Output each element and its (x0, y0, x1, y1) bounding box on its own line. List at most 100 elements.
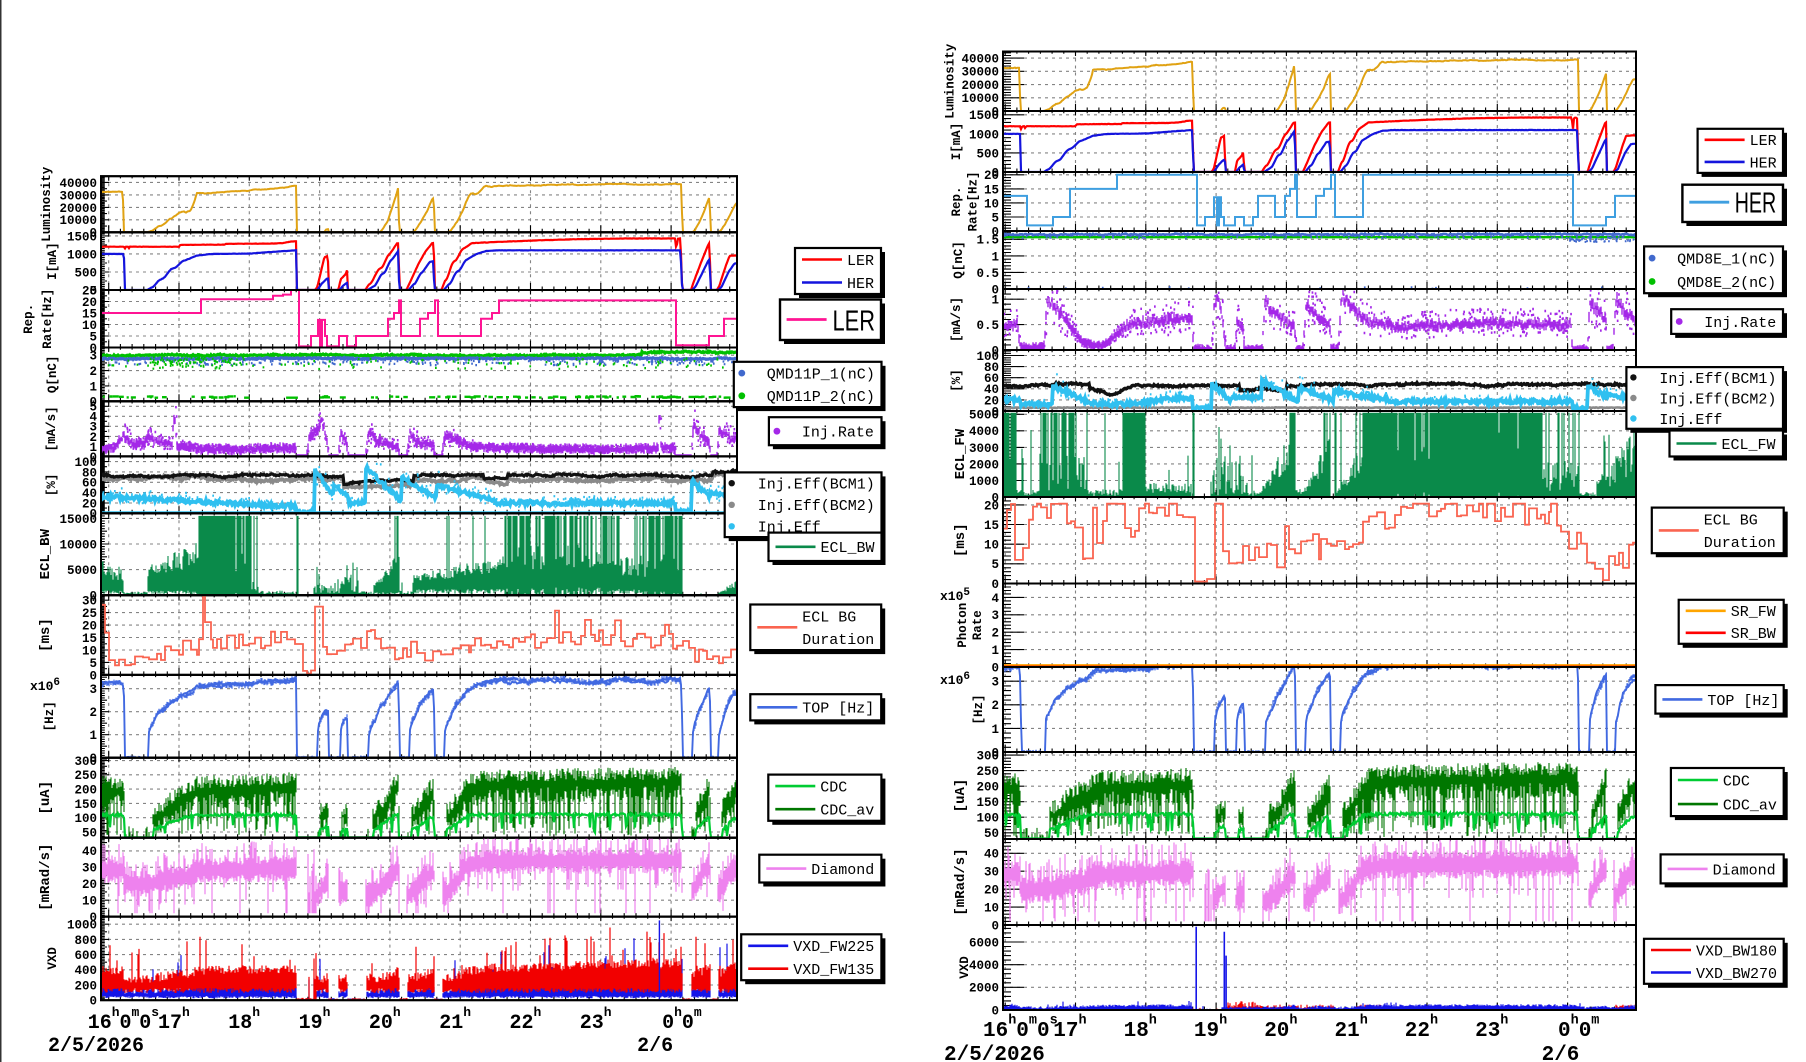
svg-text:60: 60 (82, 477, 97, 491)
svg-text:0: 0 (991, 166, 999, 180)
svg-text:20: 20 (82, 878, 97, 892)
svg-text:15: 15 (984, 519, 999, 533)
svg-text:80: 80 (82, 466, 97, 480)
svg-text:0: 0 (1558, 1020, 1571, 1043)
svg-text:0: 0 (1037, 1020, 1050, 1043)
svg-text:2: 2 (89, 365, 97, 379)
svg-text:5: 5 (991, 211, 999, 225)
svg-text:10: 10 (82, 319, 97, 333)
svg-text:2/6: 2/6 (1542, 1044, 1580, 1062)
svg-text:600: 600 (74, 949, 97, 963)
svg-text:20: 20 (82, 497, 97, 511)
svg-text:CDC: CDC (1723, 773, 1750, 790)
svg-text:60: 60 (984, 372, 999, 386)
svg-text:Duration: Duration (1704, 535, 1776, 552)
svg-text:HER: HER (847, 276, 874, 293)
svg-text:2/5/2026: 2/5/2026 (48, 1035, 144, 1058)
svg-text:0: 0 (1579, 1020, 1592, 1043)
svg-text:0: 0 (89, 396, 97, 410)
svg-text:23: 23 (1475, 1020, 1500, 1043)
svg-text:I[mA]: I[mA] (950, 123, 964, 161)
svg-text:30000: 30000 (59, 189, 97, 203)
svg-text:10000: 10000 (961, 92, 999, 106)
svg-text:m: m (1591, 1013, 1599, 1028)
svg-text:10: 10 (82, 895, 97, 909)
svg-text:30000: 30000 (961, 66, 999, 80)
svg-text:0: 0 (120, 1012, 132, 1035)
svg-text:h: h (1008, 1013, 1016, 1028)
svg-text:20: 20 (1264, 1020, 1289, 1043)
svg-text:3: 3 (89, 421, 97, 435)
svg-text:80: 80 (984, 361, 999, 375)
svg-text:30: 30 (82, 595, 97, 609)
svg-text:300: 300 (74, 755, 97, 769)
svg-text:0: 0 (89, 911, 97, 925)
svg-text:1: 1 (991, 250, 999, 264)
svg-text:10000: 10000 (59, 214, 97, 228)
svg-text:VXD_BW180: VXD_BW180 (1696, 943, 1777, 960)
svg-text:VXD_FW225: VXD_FW225 (793, 939, 874, 956)
svg-text:4000: 4000 (969, 959, 999, 973)
svg-text:15000: 15000 (59, 513, 97, 527)
svg-text:40: 40 (984, 848, 999, 862)
svg-text:25: 25 (82, 607, 97, 621)
svg-text:s: s (1050, 1013, 1058, 1028)
svg-text:22: 22 (510, 1012, 534, 1035)
svg-text:40000: 40000 (961, 53, 999, 67)
svg-text:Inj.Rate: Inj.Rate (1704, 315, 1776, 332)
svg-text:h: h (463, 1005, 471, 1020)
svg-text:5000: 5000 (67, 564, 97, 578)
svg-text:3: 3 (991, 609, 999, 623)
svg-text:0: 0 (89, 451, 97, 465)
svg-text:17: 17 (1053, 1020, 1078, 1043)
svg-text:500: 500 (74, 266, 97, 280)
svg-text:Rate: Rate (971, 610, 985, 640)
svg-text:m: m (1029, 1013, 1037, 1028)
svg-text:2000: 2000 (969, 982, 999, 996)
svg-text:16: 16 (983, 1020, 1008, 1043)
svg-text:800: 800 (74, 934, 97, 948)
svg-text:h: h (534, 1005, 542, 1020)
svg-text:1000: 1000 (67, 248, 97, 262)
svg-text:10: 10 (984, 539, 999, 553)
svg-text:x105: x105 (940, 587, 970, 604)
svg-text:Rep.: Rep. (22, 304, 36, 334)
svg-text:400: 400 (74, 964, 97, 978)
svg-text:0: 0 (662, 1012, 674, 1035)
svg-text:18: 18 (228, 1012, 252, 1035)
svg-text:1: 1 (89, 380, 97, 394)
svg-text:HER: HER (1750, 155, 1777, 172)
svg-text:0: 0 (991, 746, 999, 760)
svg-text:SR_FW: SR_FW (1731, 604, 1776, 621)
svg-text:CDC_av: CDC_av (1723, 798, 1777, 815)
svg-text:2: 2 (89, 706, 97, 720)
svg-text:[%]: [%] (45, 474, 59, 497)
svg-text:h: h (1500, 1013, 1508, 1028)
svg-text:0: 0 (991, 919, 999, 933)
svg-text:0: 0 (991, 405, 999, 419)
svg-text:0.5: 0.5 (976, 267, 999, 281)
svg-text:4000: 4000 (969, 425, 999, 439)
svg-text:21: 21 (439, 1012, 463, 1035)
svg-text:h: h (1571, 1013, 1579, 1028)
svg-text:TOP [Hz]: TOP [Hz] (1707, 693, 1779, 710)
svg-text:Inj.Eff: Inj.Eff (1659, 412, 1722, 429)
svg-text:2: 2 (991, 699, 999, 713)
svg-text:h: h (1149, 1013, 1157, 1028)
svg-text:1: 1 (991, 294, 999, 308)
svg-text:100: 100 (976, 350, 999, 364)
svg-text:21: 21 (1335, 1020, 1360, 1043)
svg-text:50: 50 (82, 826, 97, 840)
svg-text:30: 30 (984, 866, 999, 880)
svg-text:20: 20 (984, 884, 999, 898)
svg-text:h: h (1360, 1013, 1368, 1028)
svg-text:VXD: VXD (46, 947, 60, 970)
svg-text:0: 0 (89, 995, 97, 1009)
svg-text:CDC: CDC (820, 780, 847, 797)
svg-text:[Hz]: [Hz] (972, 694, 986, 724)
svg-text:1: 1 (89, 441, 97, 455)
svg-text:Photon: Photon (956, 603, 970, 648)
svg-text:100: 100 (976, 812, 999, 826)
svg-text:h: h (112, 1005, 120, 1020)
svg-text:300: 300 (976, 750, 999, 764)
